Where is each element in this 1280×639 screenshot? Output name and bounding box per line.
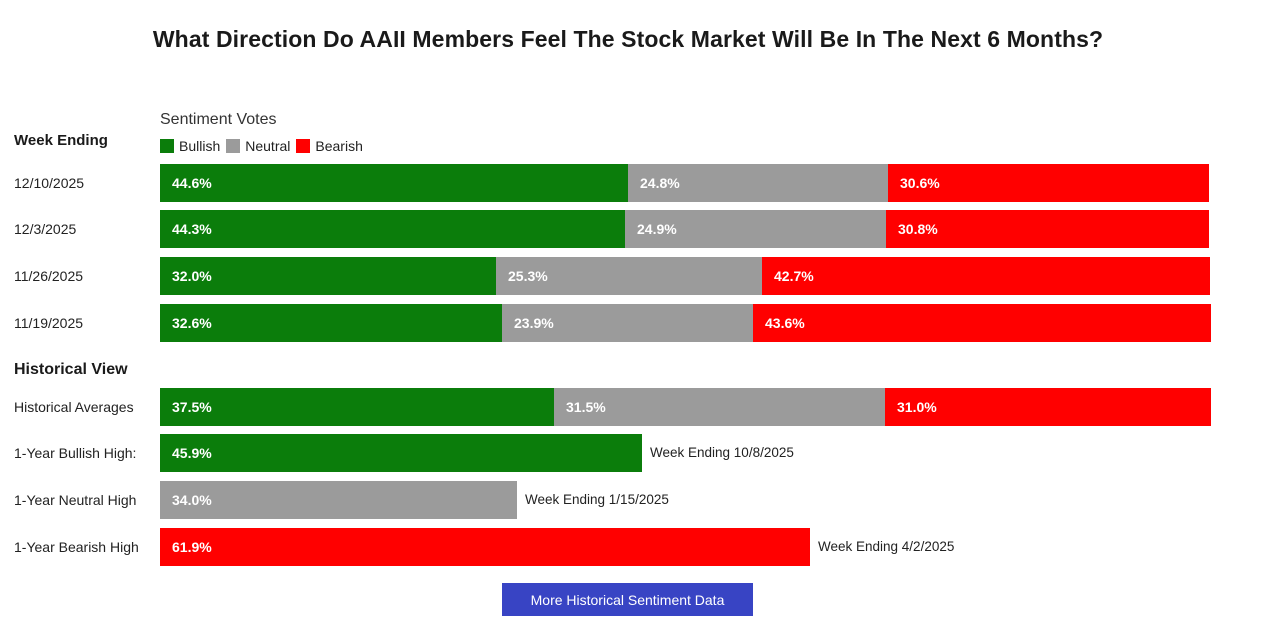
historical-averages-bearish-bar: 31.0% — [885, 388, 1211, 426]
neutral-high-week-note: Week Ending 1/15/2025 — [525, 492, 669, 507]
more-historical-data-button[interactable]: More Historical Sentiment Data — [502, 583, 753, 616]
neutral-high-bar: 34.0% — [160, 481, 517, 519]
historical-averages-bullish-bar: 37.5% — [160, 388, 554, 426]
week-0-neutral-bar: 24.8% — [628, 164, 888, 202]
week-0-bearish-bar: 30.6% — [888, 164, 1209, 202]
week-1-bearish-bar: 30.8% — [886, 210, 1209, 248]
legend-item-bearish: Bearish — [296, 138, 363, 154]
legend-item-bullish: Bullish — [160, 138, 220, 154]
week-3-neutral-bar: 23.9% — [502, 304, 753, 342]
week-label: 11/26/2025 — [14, 268, 84, 284]
bearish-high-bar: 61.9% — [160, 528, 810, 566]
high-label-bullish: 1-Year Bullish High: — [14, 445, 137, 461]
historical-averages-neutral-bar: 31.5% — [554, 388, 885, 426]
historical-view-header: Historical View — [14, 361, 128, 378]
high-label-neutral: 1-Year Neutral High — [14, 492, 137, 508]
legend-swatch-bearish — [296, 139, 311, 153]
chart-title: What Direction Do AAII Members Feel The … — [152, 26, 1104, 52]
week-1-neutral-bar: 24.9% — [625, 210, 886, 248]
bullish-high-bar: 45.9% — [160, 434, 642, 472]
legend: Bullish Neutral Bearish — [160, 138, 369, 154]
week-1-bullish-bar: 44.3% — [160, 210, 625, 248]
week-2-bearish-bar: 42.7% — [762, 257, 1210, 295]
legend-item-neutral: Neutral — [226, 138, 290, 154]
week-3-bullish-bar: 32.6% — [160, 304, 502, 342]
legend-label-neutral: Neutral — [245, 138, 291, 154]
bearish-high-week-note: Week Ending 4/2/2025 — [818, 539, 955, 554]
legend-label-bullish: Bullish — [179, 138, 221, 154]
legend-swatch-neutral — [226, 139, 241, 153]
week-2-neutral-bar: 25.3% — [496, 257, 762, 295]
historical-averages-label: Historical Averages — [14, 399, 134, 415]
week-2-bullish-bar: 32.0% — [160, 257, 496, 295]
week-0-bullish-bar: 44.6% — [160, 164, 628, 202]
week-label: 12/3/2025 — [14, 221, 77, 237]
week-ending-header: Week Ending — [14, 132, 108, 149]
legend-swatch-bullish — [160, 139, 174, 153]
legend-title: Sentiment Votes — [160, 111, 277, 128]
week-label: 12/10/2025 — [14, 175, 85, 191]
bullish-high-week-note: Week Ending 10/8/2025 — [650, 445, 794, 460]
week-label: 11/19/2025 — [14, 315, 84, 331]
week-3-bearish-bar: 43.6% — [753, 304, 1211, 342]
legend-label-bearish: Bearish — [315, 138, 363, 154]
high-label-bearish: 1-Year Bearish High — [14, 539, 139, 555]
